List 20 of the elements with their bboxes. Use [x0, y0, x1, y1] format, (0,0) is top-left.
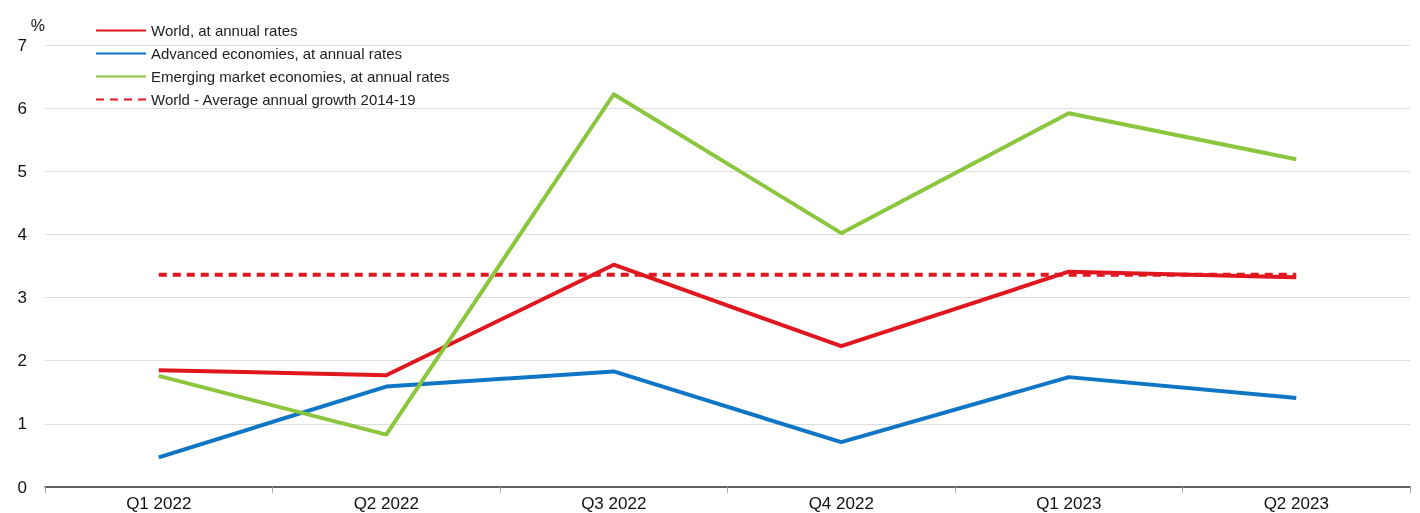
y-tick-label: 5 — [17, 161, 27, 181]
y-tick-label: 6 — [17, 98, 27, 118]
y-tick-label: 2 — [17, 351, 27, 371]
legend-label: World, at annual rates — [151, 22, 298, 39]
y-tick-label: 0 — [17, 477, 27, 497]
x-tick-label: Q2 2022 — [353, 494, 419, 513]
y-tick-label: 4 — [17, 224, 27, 244]
y-tick-label: 1 — [17, 414, 27, 434]
legend-label: Advanced economies, at annual rates — [151, 45, 402, 62]
y-tick-label: 7 — [17, 35, 27, 55]
y-tick-label: 3 — [17, 288, 27, 308]
x-tick-label: Q1 2023 — [1036, 494, 1102, 513]
legend-label: Emerging market economies, at annual rates — [151, 68, 450, 85]
x-tick-label: Q1 2022 — [126, 494, 192, 513]
legend-label: World - Average annual growth 2014-19 — [151, 91, 416, 108]
x-tick-label: Q3 2022 — [581, 494, 647, 513]
y-axis-title: % — [30, 16, 45, 34]
x-tick-label: Q2 2023 — [1263, 494, 1329, 513]
line-series — [156, 369, 1299, 460]
x-tick-label: Q4 2022 — [808, 494, 874, 513]
